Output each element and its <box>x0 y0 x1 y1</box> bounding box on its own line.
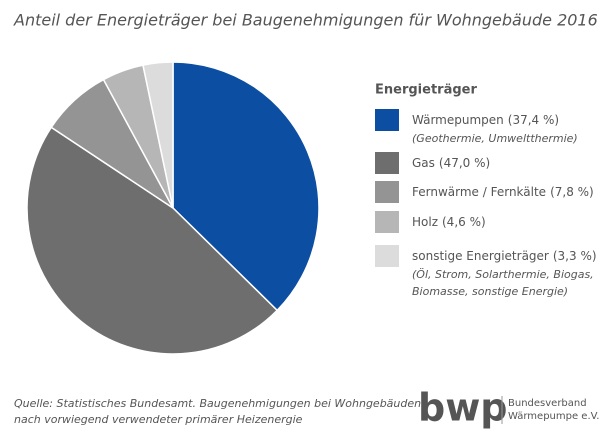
legend-label: Fernwärme / Fernkälte (7,8 %) <box>412 185 594 199</box>
legend-name: Fernwärme / Fernkälte <box>412 185 546 199</box>
logo-mark: bwp <box>418 386 508 430</box>
legend-title: Energieträger <box>375 83 477 98</box>
chart-title: Anteil der Energieträger bei Baugenehmig… <box>13 11 598 30</box>
legend-swatch <box>375 211 399 233</box>
logo-text: Wärmepumpe e.V. <box>508 411 599 422</box>
legend-name: Wärmepumpen <box>412 113 504 127</box>
source-line: nach vorwiegend verwendeter primärer Hei… <box>14 413 303 426</box>
legend-swatch <box>375 109 399 131</box>
legend-value: (7,8 %) <box>550 185 594 199</box>
legend-name: Gas <box>412 156 435 170</box>
pie-slice <box>172 61 320 312</box>
legend-value: (47,0 %) <box>439 156 490 170</box>
legend-label: Holz (4,6 %) <box>412 215 486 229</box>
legend-description: Biomasse, sonstige Energie) <box>412 285 568 298</box>
legend-value: (37,4 %) <box>508 113 559 127</box>
legend-name: Holz <box>412 215 438 229</box>
legend-label: Gas (47,0 %) <box>412 156 490 170</box>
legend-swatch <box>375 181 399 203</box>
source-line: Quelle: Statistisches Bundesamt. Baugene… <box>14 397 421 410</box>
legend-name: sonstige Energieträger <box>412 249 549 263</box>
legend-description: (Geothermie, Umweltthermie) <box>412 132 578 145</box>
legend-value: (3,3 %) <box>553 249 597 263</box>
pie-slice <box>142 61 174 209</box>
legend-description: (Öl, Strom, Solarthermie, Biogas, <box>412 268 594 281</box>
legend-swatch <box>375 152 399 174</box>
legend-value: (4,6 %) <box>442 215 486 229</box>
legend-swatch <box>375 245 399 267</box>
legend-label: Wärmepumpen (37,4 %) <box>412 113 559 127</box>
legend-label: sonstige Energieträger (3,3 %) <box>412 249 597 263</box>
pie-slice <box>26 126 279 355</box>
logo-text: Bundesverband <box>508 398 587 409</box>
